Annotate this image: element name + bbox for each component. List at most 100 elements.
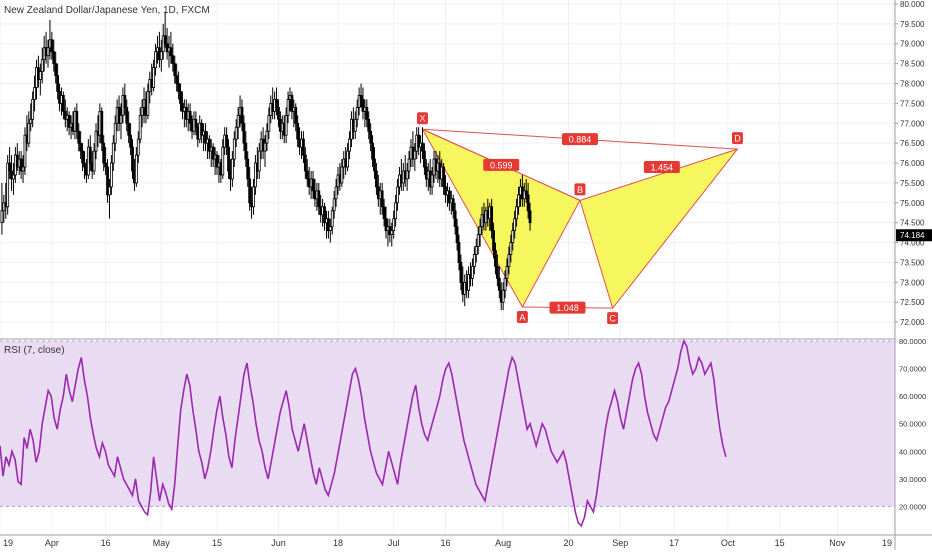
candle (286, 91, 290, 124)
candle-body (478, 226, 482, 236)
candle-body (417, 134, 421, 148)
candle-body (323, 206, 326, 224)
candle (31, 91, 35, 128)
candle (109, 155, 113, 195)
pattern-point-d-bg (731, 132, 743, 145)
candle (204, 123, 207, 152)
candle (476, 226, 480, 255)
candle-body (447, 190, 451, 204)
candle-body (392, 218, 396, 232)
price-tick-label: 73.000 (900, 278, 925, 287)
candle-body (494, 250, 497, 267)
candle-body (396, 186, 399, 204)
price-tick-label: 76.500 (900, 139, 925, 148)
candle (242, 115, 246, 152)
candle-body (355, 106, 359, 120)
candle (330, 206, 334, 235)
candle-body (357, 95, 361, 108)
candle (111, 135, 115, 171)
candle (497, 266, 501, 299)
price-tick-label: 80.000 (900, 0, 925, 9)
candle (52, 39, 56, 72)
candle (263, 135, 267, 168)
candle (417, 127, 421, 156)
candle (211, 143, 215, 168)
candle-body (92, 150, 96, 172)
candle-body (303, 154, 307, 172)
candle (515, 198, 518, 227)
candle (394, 194, 398, 227)
candle-body (471, 266, 474, 279)
pattern-ratio-1-048: 1.048 (549, 301, 586, 314)
price-tick-label: 72.500 (900, 298, 925, 307)
candle (221, 139, 225, 179)
candle-body (265, 130, 269, 144)
rsi-tick-label: 60.0000 (899, 392, 926, 401)
candle (467, 266, 470, 299)
candle (367, 111, 371, 140)
candle-body (332, 198, 336, 212)
candle (472, 246, 476, 275)
candle (194, 111, 198, 136)
candle-body (75, 110, 79, 132)
candle (317, 182, 321, 215)
candle (492, 222, 495, 259)
candle (163, 11, 167, 48)
candle (328, 218, 332, 243)
candle-body (102, 142, 106, 164)
candle-body (194, 118, 198, 128)
candle (311, 170, 315, 199)
candle (348, 131, 351, 160)
candle (106, 159, 109, 203)
candle-body (242, 122, 246, 144)
price-tick-label: 74.500 (900, 219, 925, 228)
price-tick-label: 75.000 (900, 199, 925, 208)
candle (77, 123, 81, 152)
candle-body (152, 67, 156, 88)
candle-body (108, 186, 111, 196)
candle-body (503, 277, 507, 291)
candle-body (188, 110, 192, 124)
candle-body (125, 106, 129, 124)
candle (371, 135, 374, 168)
candle (355, 99, 359, 128)
candle-body (348, 138, 351, 152)
candle-body (61, 95, 65, 112)
time-tick-label: 18 (333, 538, 343, 548)
candle-body (474, 246, 478, 255)
harmonic-pattern (421, 128, 739, 310)
candle (40, 47, 44, 84)
pattern-point-x: X (416, 112, 428, 125)
pattern-labels: X A B C D 0.599 1.048 1.454 0.884 (416, 112, 743, 325)
rsi-pane (0, 338, 932, 507)
candle (265, 123, 269, 152)
time-tick-label: 17 (669, 538, 679, 548)
candle-body (169, 47, 173, 57)
candle-body (294, 106, 298, 124)
candle-body (330, 210, 334, 228)
candle-body (455, 226, 459, 243)
candle-body (200, 122, 204, 136)
candle (361, 87, 365, 120)
candle-body (296, 122, 300, 140)
pattern-ratio-0-599-bg (483, 158, 520, 171)
candle (326, 210, 330, 239)
candle-body (509, 242, 513, 255)
candle-body (248, 178, 252, 204)
candle-body (472, 254, 476, 267)
candle (365, 99, 369, 128)
pattern-point-b-bg (574, 183, 586, 196)
candle (75, 103, 79, 140)
candle-body (109, 162, 113, 188)
rsi-tick-label: 40.0000 (899, 447, 926, 456)
candle (136, 131, 140, 164)
last-price-text: 74.184 (900, 231, 925, 240)
candle (61, 91, 65, 120)
candle (284, 107, 288, 144)
candle-body (0, 210, 4, 224)
candle (507, 246, 511, 275)
rsi-tick-label: 20.0000 (899, 502, 926, 511)
candle (67, 111, 71, 136)
